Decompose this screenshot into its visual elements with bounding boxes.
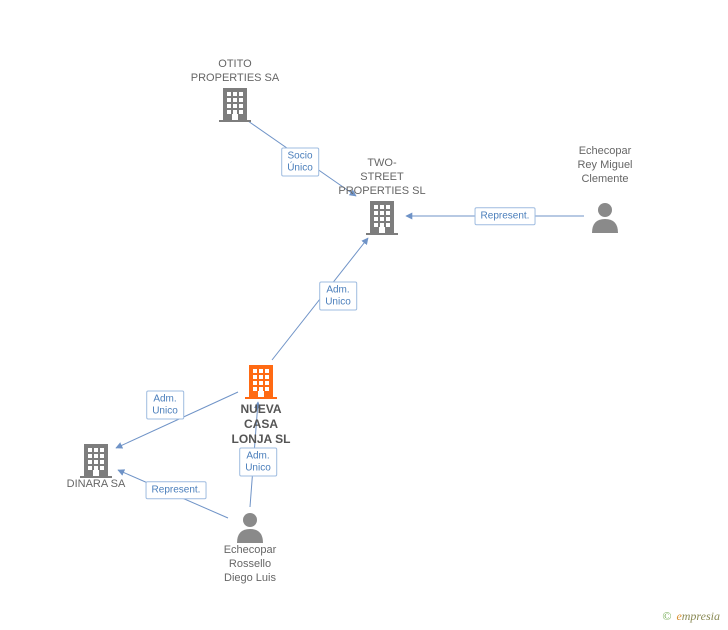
node-label-nueva: NUEVACASALONJA SL	[232, 402, 291, 447]
building-icon[interactable]	[366, 201, 398, 235]
edge-label: Adm.Unico	[239, 448, 277, 477]
building-icon[interactable]	[219, 88, 251, 122]
node-label-echecopar_ros: EchecoparRosselloDiego Luis	[224, 544, 277, 585]
node-label-dinara: DINARA SA	[67, 478, 126, 492]
building-icon[interactable]	[80, 444, 112, 478]
edge-label: SocioÚnico	[281, 148, 319, 177]
node-label-echecopar_rey: EchecoparRey MiguelClemente	[577, 145, 632, 186]
node-label-twostreet: TWO-STREETPROPERTIES SL	[338, 157, 425, 198]
building-highlight-icon[interactable]	[245, 365, 277, 399]
edge-label: Represent.	[146, 481, 207, 499]
footer-branding: © empresia	[662, 609, 720, 624]
diagram-canvas	[0, 0, 728, 630]
person-icon[interactable]	[592, 203, 618, 233]
edge-label: Adm.Unico	[146, 391, 184, 420]
brand-rest: mpresia	[682, 609, 720, 623]
edge-label: Adm.Unico	[319, 282, 357, 311]
edge-label: Represent.	[475, 207, 536, 225]
node-label-otito: OTITOPROPERTIES SA	[191, 58, 279, 86]
person-icon[interactable]	[237, 513, 263, 543]
copyright-symbol: ©	[662, 609, 671, 623]
